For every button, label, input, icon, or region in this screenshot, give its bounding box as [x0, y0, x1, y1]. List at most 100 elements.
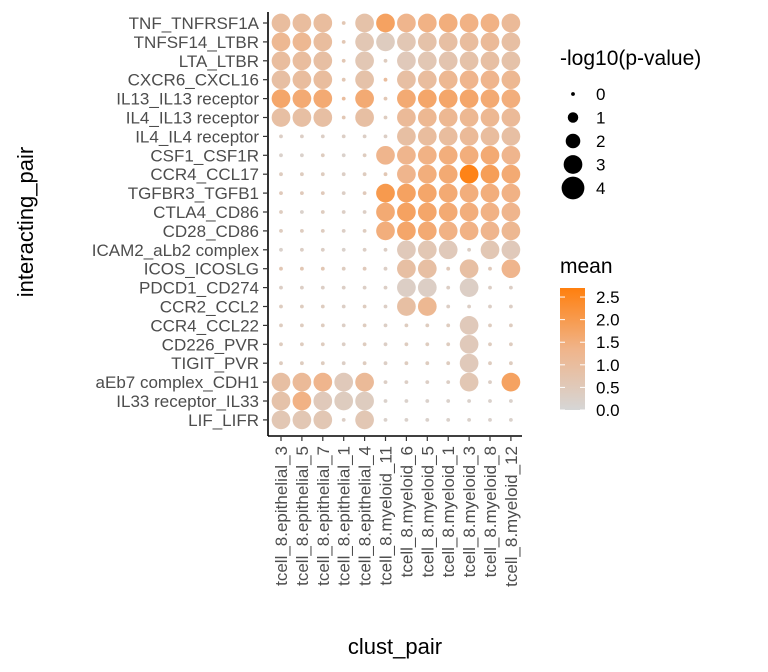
- data-point: [501, 51, 521, 71]
- data-point: [459, 13, 479, 33]
- data-point: [341, 191, 346, 196]
- data-point: [376, 32, 395, 52]
- data-point: [480, 13, 500, 33]
- data-point: [383, 285, 388, 290]
- data-point: [383, 399, 388, 403]
- data-point: [459, 32, 479, 52]
- data-point: [480, 240, 500, 260]
- data-point: [383, 418, 388, 422]
- data-point: [383, 266, 388, 271]
- data-point: [292, 372, 312, 392]
- y-tick-label: TNFSF14_LTBR: [134, 33, 259, 52]
- data-point: [501, 164, 521, 184]
- data-point: [446, 361, 451, 366]
- data-point: [376, 183, 395, 203]
- data-point: [446, 266, 451, 271]
- data-point: [355, 89, 374, 108]
- data-point: [425, 380, 430, 384]
- data-point: [459, 221, 479, 241]
- y-tick-label: IL33 receptor_IL33: [116, 392, 259, 411]
- data-point: [417, 183, 437, 203]
- data-point: [397, 127, 416, 146]
- data-point: [334, 391, 354, 411]
- x-tick-label: tcell_8.epithelial_4: [356, 446, 375, 586]
- data-point: [417, 164, 437, 184]
- data-point: [480, 89, 500, 108]
- data-point: [300, 229, 304, 233]
- data-point: [446, 342, 451, 347]
- data-point: [376, 221, 395, 241]
- data-point: [300, 134, 304, 139]
- data-point: [501, 221, 521, 241]
- data-point: [459, 183, 479, 203]
- data-point: [459, 353, 479, 373]
- data-point: [417, 70, 437, 90]
- data-point: [341, 285, 346, 290]
- data-point: [341, 229, 346, 233]
- data-point: [355, 372, 374, 392]
- data-point: [292, 13, 312, 33]
- data-point: [383, 172, 388, 177]
- data-point: [480, 32, 500, 52]
- x-tick-label: tcell_8.myeloid_8: [481, 446, 500, 577]
- data-point: [300, 191, 304, 196]
- data-point: [404, 323, 409, 328]
- data-point: [355, 13, 374, 33]
- y-tick-label: PDCD1_CD274: [139, 279, 259, 298]
- data-point: [355, 391, 374, 411]
- data-point: [279, 191, 283, 196]
- data-point: [480, 183, 500, 203]
- data-point: [446, 304, 451, 309]
- data-point: [459, 70, 479, 90]
- size-legend-label: 4: [596, 179, 605, 198]
- y-tick-label: LTA_LTBR: [179, 52, 259, 71]
- data-point: [488, 323, 492, 328]
- data-point: [300, 285, 304, 290]
- data-point: [438, 145, 458, 165]
- x-tick-label: tcell_8.myeloid_3: [460, 446, 479, 577]
- x-tick-label: tcell_8.epithelial_7: [314, 446, 333, 586]
- data-point: [417, 51, 437, 71]
- data-point: [292, 89, 312, 108]
- data-point: [292, 410, 312, 430]
- data-point: [376, 145, 395, 165]
- size-legend-key: [563, 155, 583, 174]
- data-point: [383, 96, 388, 101]
- data-point: [480, 221, 500, 241]
- data-point: [279, 229, 283, 233]
- size-legend-label: 0: [596, 85, 605, 104]
- data-point: [292, 108, 312, 127]
- data-point: [446, 399, 451, 403]
- data-point: [397, 221, 416, 241]
- data-point: [438, 240, 458, 260]
- data-point: [271, 108, 291, 127]
- data-point: [362, 247, 367, 252]
- data-point: [279, 361, 283, 366]
- data-point: [341, 342, 346, 347]
- data-point: [383, 361, 388, 366]
- data-point: [320, 134, 325, 139]
- data-point: [320, 266, 325, 271]
- data-point: [341, 58, 346, 63]
- data-point: [488, 304, 492, 309]
- data-point: [509, 285, 513, 290]
- data-point: [501, 240, 521, 260]
- data-point: [417, 202, 437, 222]
- data-point: [417, 297, 437, 316]
- data-point: [404, 399, 409, 403]
- data-point: [438, 89, 458, 108]
- data-point: [438, 70, 458, 90]
- data-point: [300, 153, 304, 158]
- data-point: [488, 342, 492, 347]
- data-point: [397, 183, 416, 203]
- data-point: [404, 342, 409, 347]
- y-tick-label: ICAM2_aLb2 complex: [92, 241, 260, 260]
- data-point: [501, 183, 521, 203]
- data-point: [313, 410, 333, 430]
- data-point: [501, 108, 521, 127]
- data-point: [397, 145, 416, 165]
- data-point: [488, 418, 492, 422]
- data-point: [300, 304, 304, 309]
- data-point: [438, 221, 458, 241]
- data-point: [501, 145, 521, 165]
